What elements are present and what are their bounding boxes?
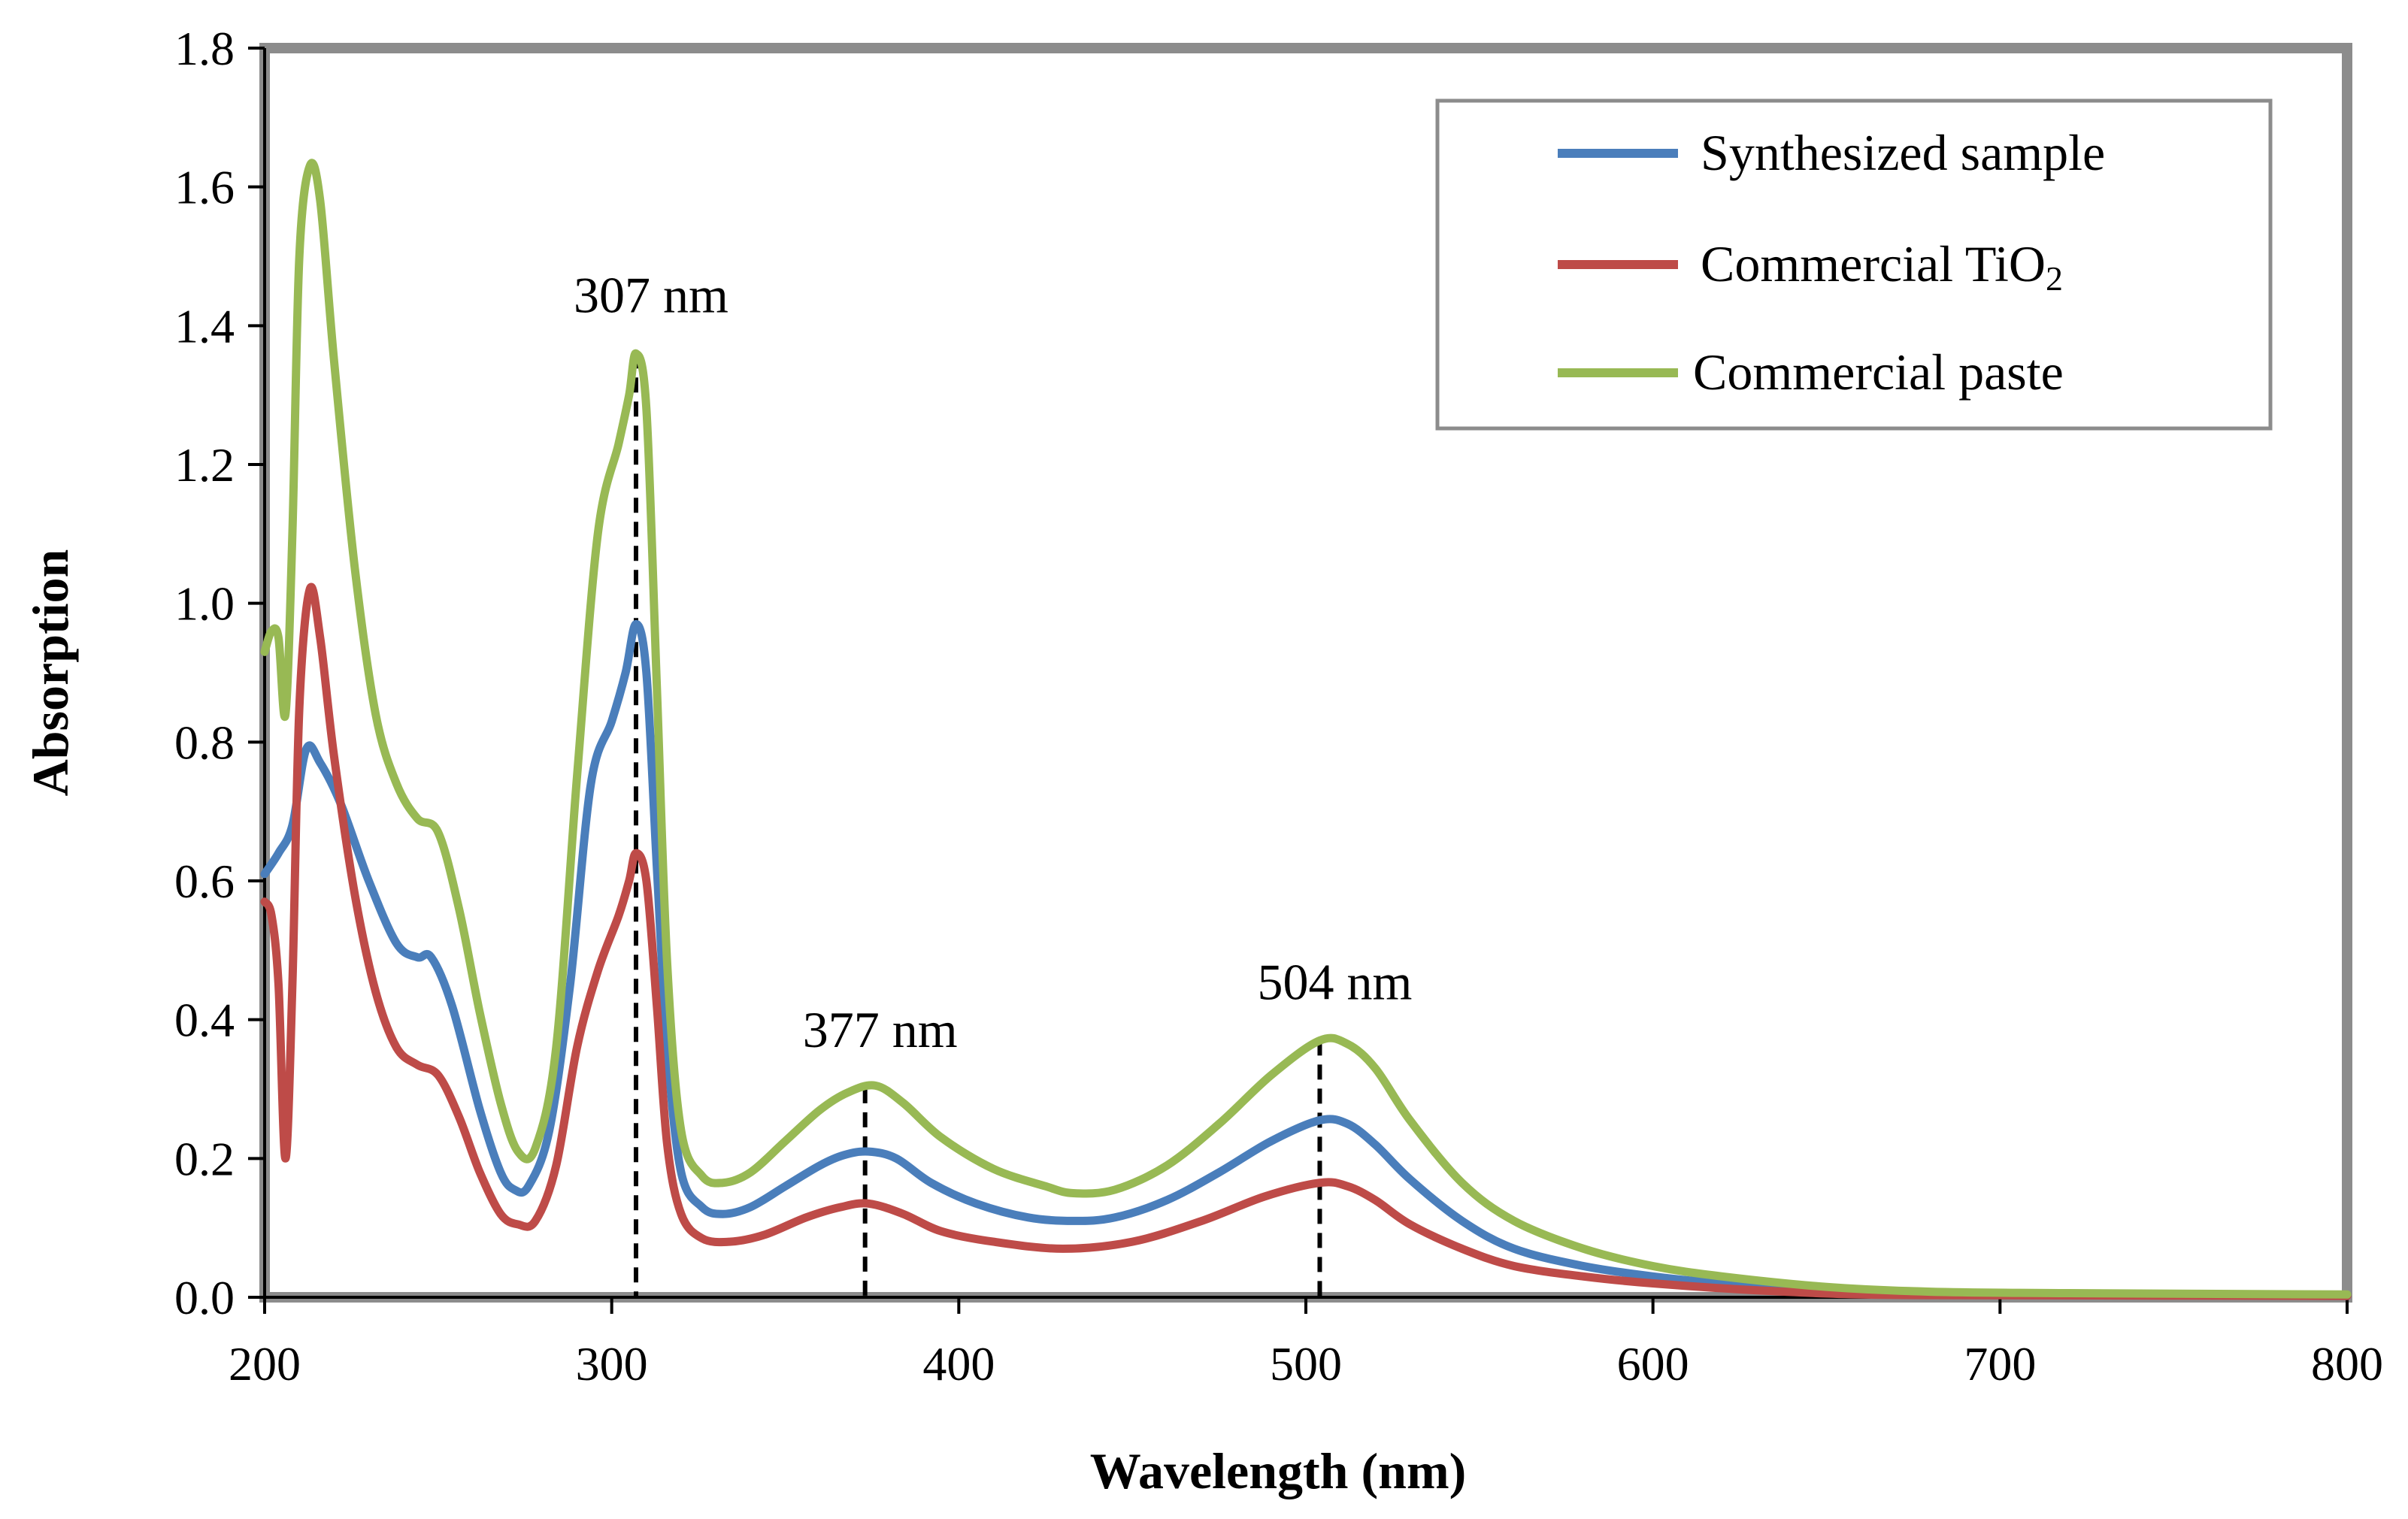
y-tick-label: 1.0 (174, 577, 235, 631)
x-tick-label: 400 (922, 1337, 995, 1390)
y-axis-ticks: 0.0 0.2 0.4 0.6 0.8 1.0 1.2 1.4 1.6 1.8 (174, 22, 265, 1324)
y-tick-label: 0.6 (174, 855, 235, 908)
peak-label: 307 nm (574, 266, 728, 323)
legend-label-commercial-tio2-subscript: 2 (2046, 259, 2063, 298)
x-axis-ticks: 200 300 400 500 600 700 800 (229, 1297, 2383, 1390)
y-tick-label: 1.4 (174, 299, 235, 353)
legend: Synthesized sample Commercial TiO2 Comme… (1435, 98, 2273, 431)
y-tick-label: 0.8 (174, 716, 235, 769)
peak-annotations: 307 nm 377 nm 504 nm (574, 266, 1412, 1297)
x-tick-label: 700 (1964, 1337, 2036, 1390)
legend-label-commercial-tio2-main: Commercial TiO (1701, 235, 2046, 292)
y-tick-label: 1.8 (174, 22, 235, 75)
series-layer (260, 159, 2352, 1300)
series-line-commercial-paste (260, 159, 2352, 1299)
y-tick-label: 0.2 (174, 1132, 235, 1185)
peak-label: 504 nm (1258, 953, 1413, 1010)
x-tick-label: 600 (1617, 1337, 1689, 1390)
y-axis-title: Absorption (22, 549, 79, 797)
y-tick-label: 0.4 (174, 994, 235, 1047)
peak-label: 377 nm (803, 1001, 958, 1058)
x-tick-label: 800 (2311, 1337, 2383, 1390)
x-tick-label: 200 (229, 1337, 301, 1390)
y-tick-label: 1.2 (174, 438, 235, 492)
series-line-synthesized-sample (260, 619, 2352, 1300)
legend-label-commercial-tio2: Commercial TiO2 (1701, 235, 2063, 298)
y-tick-label: 1.6 (174, 161, 235, 214)
x-tick-label: 500 (1270, 1337, 1342, 1390)
y-tick-label: 0.0 (174, 1271, 235, 1324)
x-axis-title: Wavelength (nm) (1090, 1442, 1467, 1499)
series-line-commercial-tio2 (260, 582, 2352, 1300)
legend-label-commercial-paste: Commercial paste (1693, 343, 2064, 401)
x-tick-label: 300 (576, 1337, 648, 1390)
legend-label-synthesized-sample: Synthesized sample (1701, 124, 2105, 181)
